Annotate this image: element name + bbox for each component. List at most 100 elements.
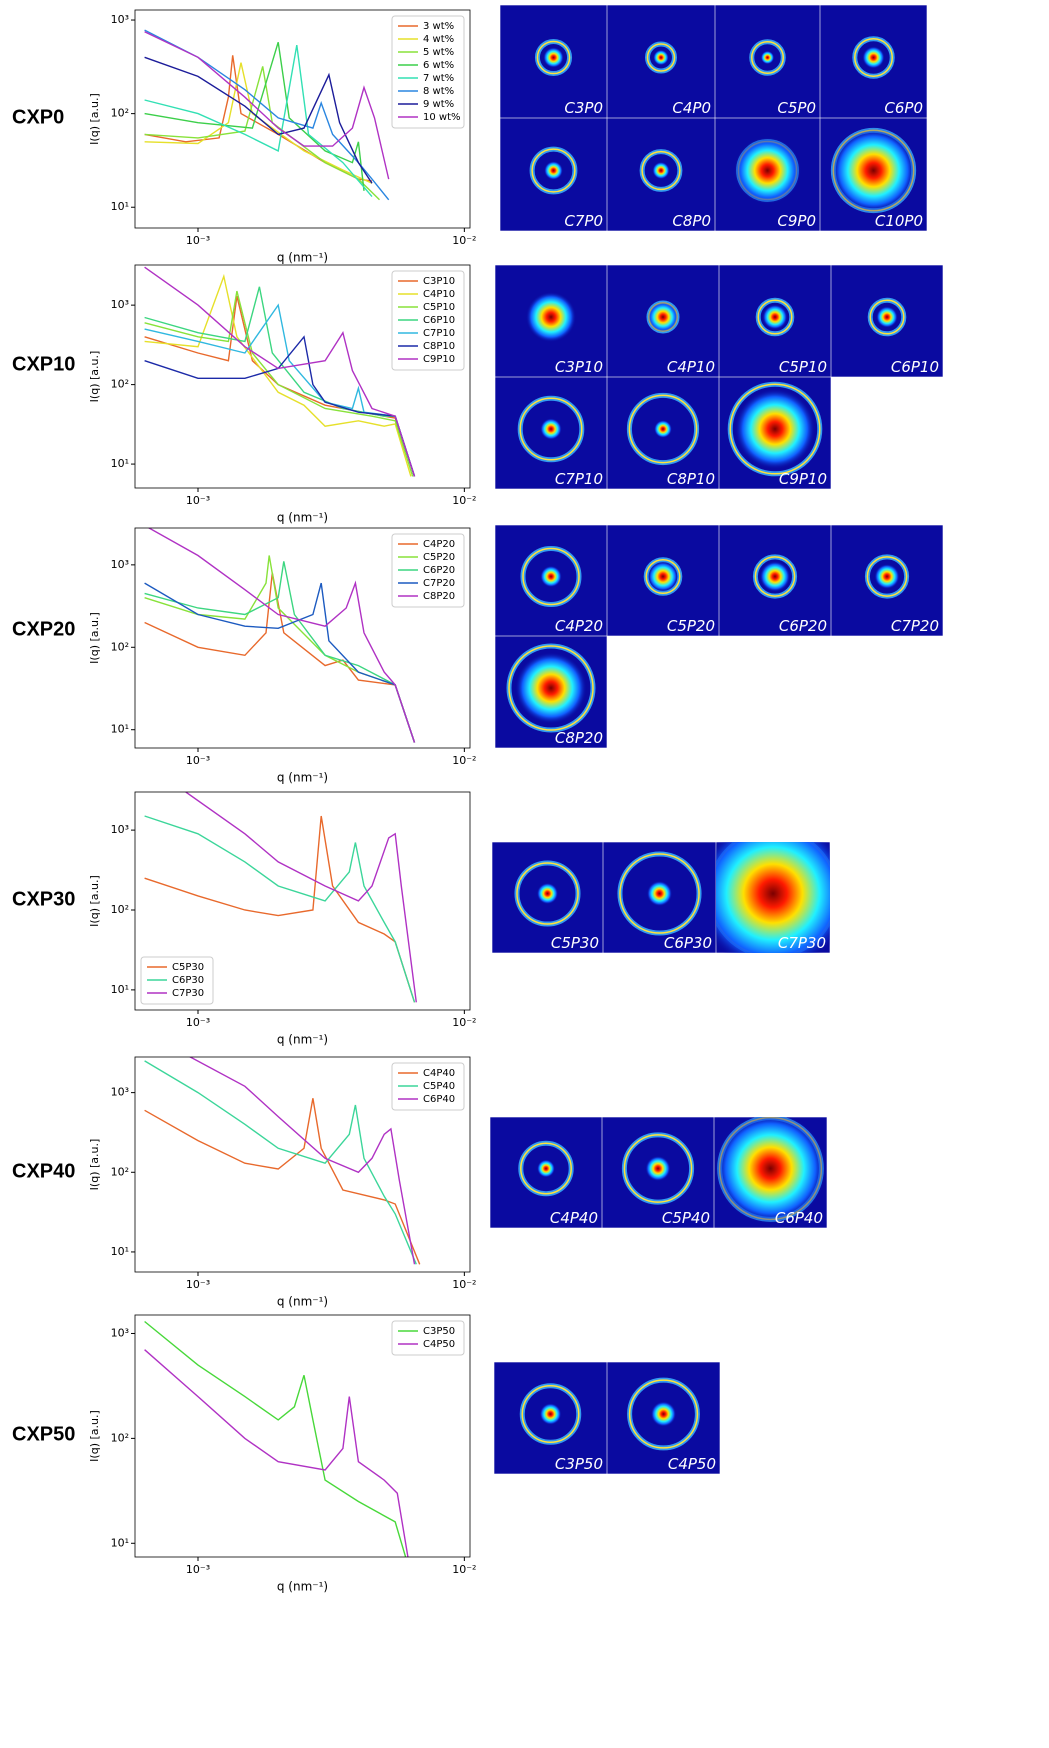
y-tick-label: 10³ [111, 1326, 129, 1339]
scattering-pattern: C5P20 [607, 525, 719, 636]
pattern-label: C6P10 [891, 358, 939, 376]
pattern-ring-core [520, 1142, 572, 1195]
y-axis-label: I(q) [a.u.] [88, 351, 101, 403]
data-line [144, 582, 416, 743]
row-label: CXP20 [12, 618, 75, 640]
data-line [144, 303, 416, 477]
pattern-center [647, 301, 679, 333]
pattern-ring-core [536, 40, 571, 75]
y-tick-label: 10³ [111, 823, 129, 836]
pattern-label: C8P10 [667, 470, 715, 488]
legend-label: C3P10 [423, 276, 455, 287]
pattern-label: C6P40 [775, 1209, 823, 1227]
x-tick-label: 10⁻³ [186, 1278, 210, 1291]
data-line [144, 56, 373, 184]
legend-label: 8 wt% [423, 86, 454, 97]
pattern-label: C5P10 [779, 358, 827, 376]
y-tick-label: 10³ [111, 13, 129, 26]
pattern-ring-core [645, 558, 681, 595]
legend-label: 4 wt% [423, 34, 454, 45]
y-tick-label: 10¹ [111, 983, 129, 996]
data-line [144, 41, 365, 191]
plot-area [144, 792, 417, 1003]
legend-label: 6 wt% [423, 60, 454, 71]
y-tick-label: 10³ [111, 558, 129, 571]
legend: 3 wt% 4 wt% 5 wt% 6 wt% 7 wt% 8 wt% 9 wt% 10 wt… [391, 15, 465, 129]
plot-area [144, 266, 416, 477]
pattern-ring-core [729, 383, 821, 475]
pattern-center [652, 161, 670, 180]
scattering-pattern: C8P10 [607, 377, 719, 489]
legend-label: C6P20 [423, 565, 455, 576]
pattern-center [544, 161, 563, 180]
scattering-pattern: C8P0 [607, 118, 715, 231]
plot-area [144, 1057, 421, 1265]
scattering-pattern: C9P10 [719, 377, 831, 489]
x-axis-label: q (nm⁻¹) [277, 251, 328, 265]
pattern-ring-core [619, 853, 700, 934]
pattern-label: C5P30 [551, 934, 599, 952]
legend-label: C3P50 [423, 1326, 455, 1337]
data-line [144, 572, 416, 743]
pattern-label: C7P10 [555, 470, 603, 488]
pattern-center [536, 882, 559, 905]
scattering-pattern: C3P0 [500, 5, 607, 118]
y-axis-label: I(q) [a.u.] [88, 1410, 101, 1462]
legend-label: C8P10 [423, 341, 455, 352]
legend-box [391, 533, 465, 608]
data-line [144, 335, 416, 477]
pattern-center [714, 1117, 827, 1225]
chart: 10¹ 10² 10³ 10⁻³ 10⁻² q (nm⁻¹) I(q) [a.u.] C3P1… [88, 264, 476, 525]
legend-label: C7P10 [423, 328, 455, 339]
x-tick-label: 10⁻² [452, 1016, 476, 1029]
data-line [144, 561, 416, 743]
legend-label: C5P40 [423, 1081, 455, 1092]
pattern-center [525, 291, 577, 343]
pattern-label: C10P0 [875, 212, 923, 230]
pattern-center [733, 136, 802, 205]
pattern-ring-core [628, 394, 698, 464]
scattering-pattern: C7P10 [495, 377, 607, 489]
pattern-label: C5P20 [667, 617, 715, 635]
x-tick-label: 10⁻² [452, 234, 476, 247]
data-line [144, 29, 390, 201]
pattern-ring-core [757, 299, 793, 335]
legend-label: 10 wt% [423, 112, 461, 123]
scattering-pattern: C6P10 [831, 265, 943, 377]
chart: 10¹ 10² 10³ 10⁻³ 10⁻² q (nm⁻¹) I(q) [a.u.] 3 wt… [88, 9, 476, 265]
row-label: CXP30 [12, 888, 75, 910]
data-line [144, 44, 373, 198]
legend: C3P50 C4P50 [391, 1320, 465, 1356]
pattern-ring-core [508, 645, 594, 731]
legend-label: C4P40 [423, 1068, 455, 1079]
legend-label: 9 wt% [423, 99, 454, 110]
scattering-pattern: C4P20 [495, 525, 607, 636]
legend-label: C7P30 [172, 988, 204, 999]
pattern-center [862, 46, 885, 69]
chart: 10¹ 10² 10³ 10⁻³ 10⁻² q (nm⁻¹) I(q) [a.u.] C4P2… [88, 527, 476, 785]
pattern-ring-core [521, 1385, 580, 1443]
y-axis-label: I(q) [a.u.] [88, 93, 101, 145]
x-tick-label: 10⁻³ [186, 1016, 210, 1029]
row-label: CXP50 [12, 1423, 75, 1445]
pattern-label: C3P50 [555, 1455, 603, 1473]
data-line [144, 266, 416, 477]
pattern-center [537, 1159, 555, 1178]
scattering-pattern: C7P30 [716, 842, 830, 953]
scattering-pattern: C5P10 [719, 265, 831, 377]
pattern-label: C8P20 [555, 729, 603, 747]
scattering-pattern: C3P10 [495, 265, 607, 377]
pattern-label: C9P0 [777, 212, 816, 230]
legend-label: C6P30 [172, 975, 204, 986]
data-line [144, 31, 390, 180]
x-axis-label: q (nm⁻¹) [277, 1033, 328, 1047]
y-axis-label: I(q) [a.u.] [88, 612, 101, 664]
scattering-pattern: C6P40 [714, 1117, 827, 1228]
plot-frame [134, 791, 471, 1011]
pattern-center [716, 842, 830, 953]
x-axis-label: q (nm⁻¹) [277, 1580, 328, 1594]
pattern-label: C5P0 [777, 99, 816, 117]
legend-label: C6P40 [423, 1094, 455, 1105]
legend-label: 5 wt% [423, 47, 454, 58]
scattering-pattern: C4P40 [490, 1117, 602, 1228]
